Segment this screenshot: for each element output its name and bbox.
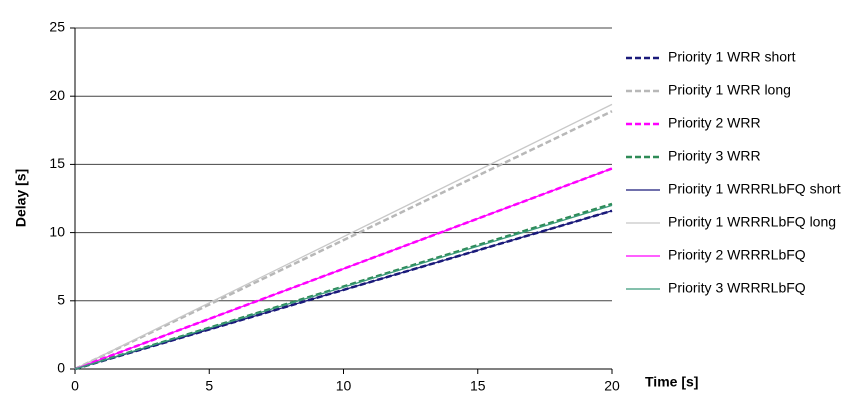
x-tick-label: 5 bbox=[205, 378, 213, 394]
line-series bbox=[74, 110, 613, 371]
x-tick-label: 15 bbox=[470, 378, 486, 394]
y-axis-label: Delay [s] bbox=[13, 169, 29, 227]
x-axis-label: Time [s] bbox=[645, 374, 698, 390]
line-series bbox=[74, 167, 613, 370]
legend-label: Priority 1 WRRRLbFQ short bbox=[668, 181, 841, 197]
y-tick-label: 15 bbox=[49, 155, 65, 171]
line-series bbox=[74, 204, 613, 370]
y-tick-label: 20 bbox=[49, 87, 65, 103]
line-series bbox=[74, 103, 613, 370]
x-tick-label: 10 bbox=[336, 378, 352, 394]
y-tick-label: 0 bbox=[57, 360, 65, 376]
y-tick-label: 5 bbox=[57, 292, 65, 308]
y-tick-label: 25 bbox=[49, 19, 65, 35]
legend-label: Priority 2 WRR bbox=[668, 115, 761, 131]
legend-label: Priority 2 WRRRLbFQ bbox=[668, 247, 806, 263]
line-series bbox=[74, 210, 613, 370]
legend-label: Priority 1 WRR long bbox=[668, 82, 791, 98]
x-tick-label: 20 bbox=[604, 378, 620, 394]
y-tick-label: 10 bbox=[49, 223, 65, 239]
legend-label: Priority 3 WRR bbox=[668, 148, 761, 164]
legend-label: Priority 1 WRRRLbFQ long bbox=[668, 214, 836, 230]
legend-label: Priority 3 WRRRLbFQ bbox=[668, 280, 806, 296]
x-tick-label: 0 bbox=[71, 378, 79, 394]
legend-label: Priority 1 WRR short bbox=[668, 49, 796, 65]
